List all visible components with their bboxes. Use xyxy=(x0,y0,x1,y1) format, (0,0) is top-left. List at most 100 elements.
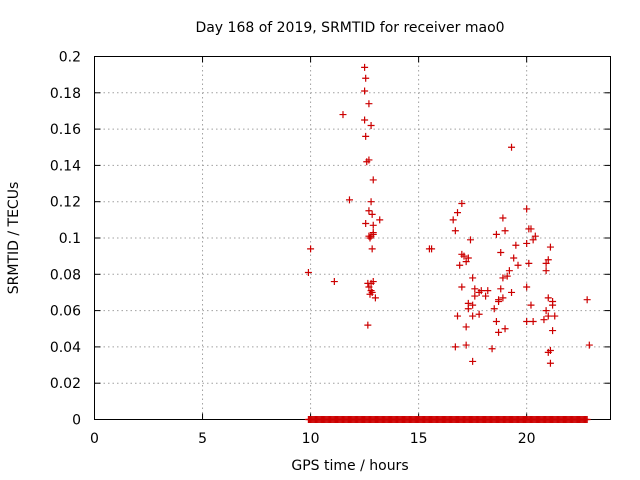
data-point xyxy=(475,310,483,318)
data-point xyxy=(451,227,459,235)
data-point xyxy=(464,305,472,313)
data-point xyxy=(546,359,554,367)
data-point xyxy=(497,249,505,257)
data-point xyxy=(449,216,457,224)
data-points xyxy=(304,63,593,423)
data-point xyxy=(549,327,557,335)
x-axis-label: GPS time / hours xyxy=(291,458,408,474)
data-point xyxy=(362,74,370,82)
y-tick-label: 0.06 xyxy=(50,304,81,320)
data-point xyxy=(462,323,470,331)
data-point xyxy=(458,200,466,208)
data-point xyxy=(362,219,370,227)
data-point xyxy=(366,290,374,298)
y-tick-label: 0.02 xyxy=(50,376,81,392)
y-tick-label: 0.12 xyxy=(50,195,81,211)
data-point xyxy=(376,216,384,224)
data-point xyxy=(345,196,353,204)
x-tick-labels: 0 5 10 15 20 xyxy=(90,431,536,447)
data-point xyxy=(368,245,376,253)
data-point xyxy=(490,305,498,313)
y-tick-label: 0.04 xyxy=(50,340,81,356)
data-point xyxy=(307,245,315,253)
data-point xyxy=(549,298,557,306)
data-point xyxy=(304,268,312,276)
axis-ticks xyxy=(94,56,611,420)
data-point xyxy=(529,236,537,244)
data-point xyxy=(471,285,479,293)
data-point xyxy=(508,143,516,151)
data-point xyxy=(499,274,507,282)
data-point xyxy=(361,116,369,124)
data-point xyxy=(365,100,373,108)
data-point xyxy=(365,207,373,215)
data-point xyxy=(523,317,531,325)
y-tick-labels: 0 0.02 0.04 0.06 0.08 0.1 0.12 0.14 0.16 0.18 0.2 xyxy=(50,50,81,429)
data-point xyxy=(544,294,552,302)
y-tick-label: 0 xyxy=(72,413,81,429)
data-point xyxy=(464,254,472,262)
data-point xyxy=(492,230,500,238)
data-point xyxy=(542,307,550,315)
data-point xyxy=(529,317,537,325)
y-tick-label: 0.08 xyxy=(50,267,81,283)
x-tick-label: 0 xyxy=(90,431,99,447)
data-point xyxy=(367,121,375,129)
data-point xyxy=(369,221,377,229)
data-point xyxy=(456,261,464,269)
data-point xyxy=(428,245,436,253)
data-point xyxy=(365,232,373,240)
data-point xyxy=(471,292,479,300)
data-point xyxy=(458,283,466,291)
data-point xyxy=(366,234,374,242)
data-point xyxy=(362,132,370,140)
data-point xyxy=(371,294,379,302)
data-point xyxy=(367,198,375,206)
data-point xyxy=(368,210,376,218)
data-point xyxy=(454,209,462,217)
data-point xyxy=(514,261,522,269)
data-point xyxy=(523,205,531,213)
data-point xyxy=(512,241,520,249)
data-point xyxy=(583,296,591,304)
data-point xyxy=(361,63,369,71)
data-point xyxy=(339,111,347,119)
data-point xyxy=(469,274,477,282)
data-point xyxy=(499,214,507,222)
data-point xyxy=(466,236,474,244)
data-point xyxy=(542,267,550,275)
data-point xyxy=(544,312,552,320)
data-point xyxy=(525,259,533,267)
data-point xyxy=(458,250,466,258)
data-point xyxy=(365,283,373,291)
data-point xyxy=(551,312,559,320)
data-point xyxy=(542,259,550,267)
data-point xyxy=(523,283,531,291)
data-point xyxy=(469,301,477,309)
data-point xyxy=(484,287,492,295)
y-tick-label: 0.1 xyxy=(59,231,81,247)
x-tick-label: 5 xyxy=(198,431,207,447)
data-point xyxy=(495,328,503,336)
data-point xyxy=(495,296,503,304)
data-point xyxy=(544,256,552,264)
data-point xyxy=(462,258,470,266)
data-point xyxy=(361,87,369,95)
data-point xyxy=(523,239,531,247)
data-point xyxy=(503,272,511,280)
data-point-zero xyxy=(583,416,591,423)
data-point xyxy=(488,345,496,353)
data-point xyxy=(527,301,535,309)
data-point xyxy=(475,288,483,296)
data-point xyxy=(531,232,539,240)
data-point xyxy=(501,227,509,235)
data-point xyxy=(508,288,516,296)
x-tick-label: 20 xyxy=(518,431,536,447)
data-point xyxy=(451,343,459,351)
data-point xyxy=(330,278,338,286)
data-point xyxy=(365,156,373,164)
data-point xyxy=(501,325,509,333)
data-point xyxy=(369,229,377,237)
x-tick-label: 10 xyxy=(302,431,320,447)
data-point xyxy=(492,317,500,325)
